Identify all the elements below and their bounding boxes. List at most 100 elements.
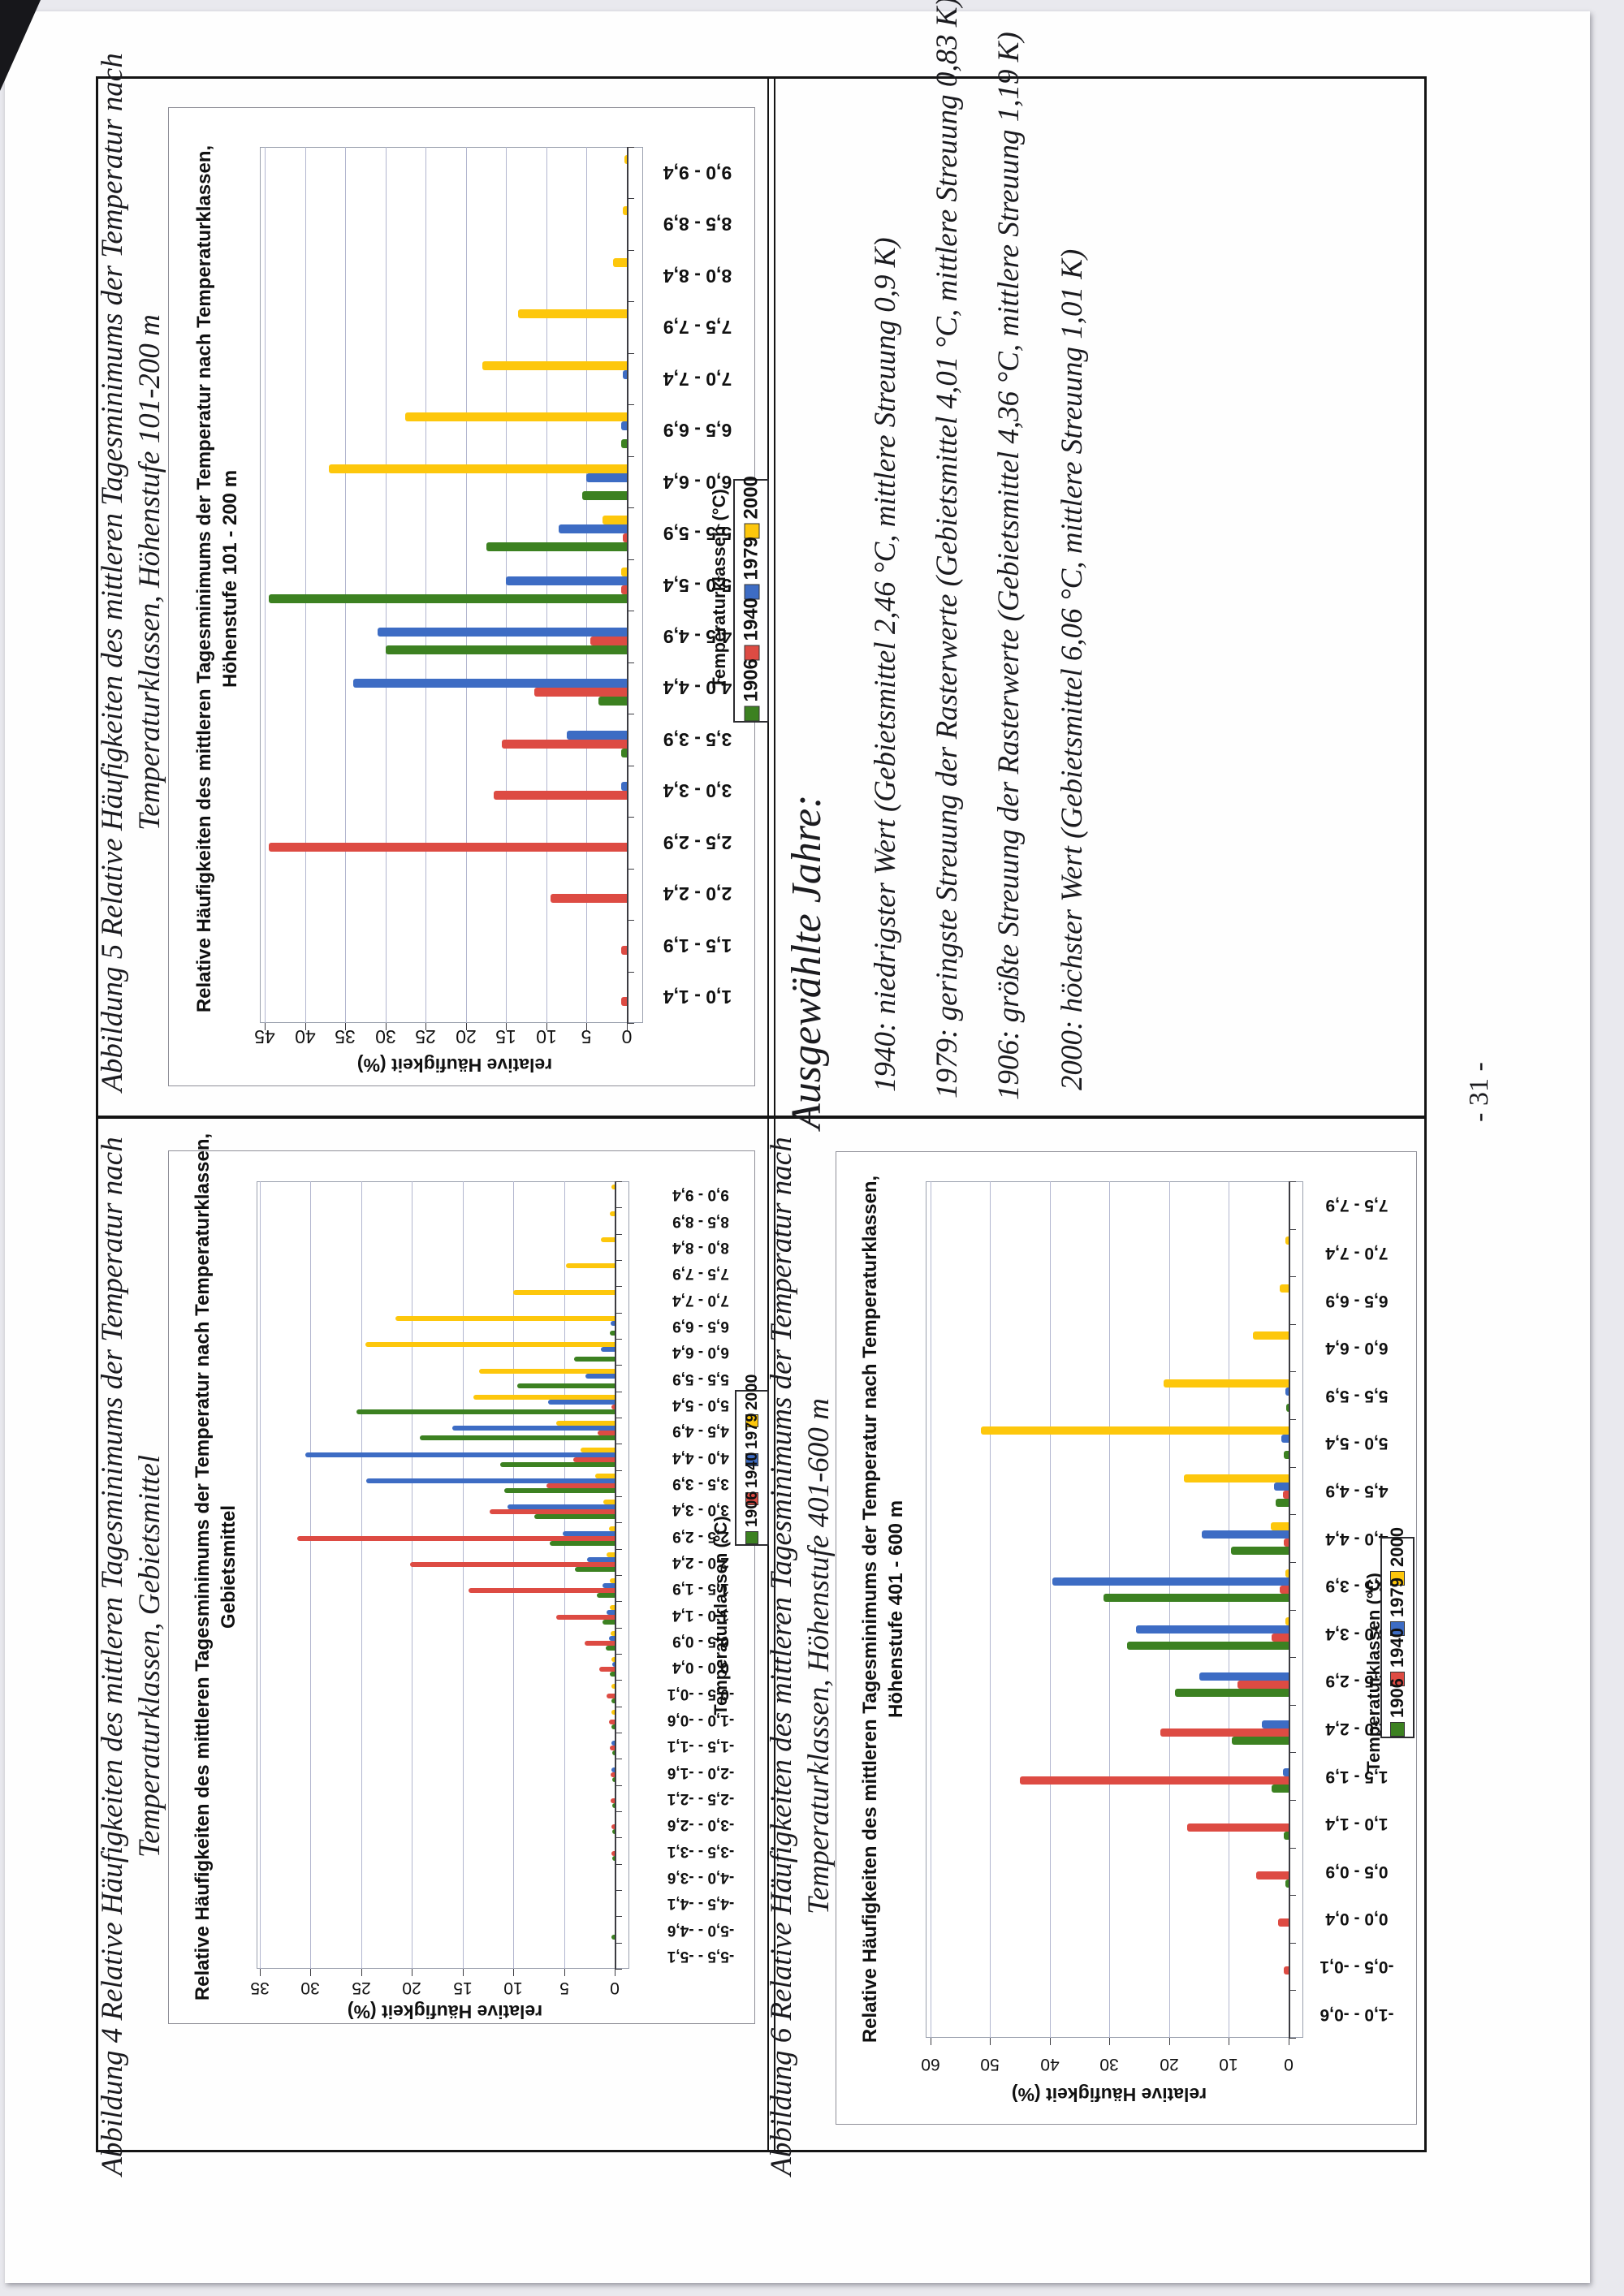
category-label: -1,0 - -0,6: [1320, 2005, 1394, 2024]
bar-2000: [473, 1395, 615, 1400]
bar-1979: [507, 1504, 615, 1509]
category-label: 5,5 - 5,9: [1325, 1386, 1389, 1405]
bar-1906: [503, 1488, 615, 1493]
gridline: [1169, 1181, 1170, 2038]
value-axis-line: [1289, 1181, 1290, 2038]
category-tick-mark: [615, 1260, 622, 1261]
value-axis-title: relative Häufigkeit (%): [347, 2001, 543, 2023]
category-label: 0,0 - 0,4: [1325, 1910, 1389, 1929]
bar-1906: [1285, 1880, 1289, 1888]
value-tick-label: 50: [980, 2055, 1000, 2074]
category-tick-mark: [627, 817, 634, 818]
bar-1940: [534, 688, 627, 697]
category-tick-mark: [627, 507, 634, 508]
text-block-line-2000: 2000: höchster Wert (Gebietsmittel 6,06 …: [1055, 248, 1089, 1090]
bar-2000: [1184, 1474, 1289, 1482]
category-tick-mark: [1289, 1562, 1296, 1563]
bar-2000: [518, 309, 627, 318]
bar-2000: [623, 206, 627, 215]
value-tick-label: 40: [1040, 2055, 1060, 2074]
legend: [735, 1390, 769, 1546]
category-label: 6,0 - 6,4: [672, 1344, 729, 1362]
category-label: 3,5 - 3,9: [663, 729, 732, 751]
bar-2000: [580, 1448, 615, 1452]
value-axis-title: relative Häufigkeit (%): [1011, 2084, 1207, 2106]
category-label: -5,5 - -5,1: [667, 1947, 735, 1965]
category-label: 9,0 - 9,4: [672, 1186, 729, 1204]
gridline: [463, 1181, 464, 1969]
category-label: 1,0 - 1,4: [1325, 1815, 1389, 1834]
category-tick-mark: [1289, 1181, 1296, 1182]
category-tick-mark: [1289, 1514, 1296, 1515]
category-tick-mark: [615, 1365, 622, 1366]
category-tick-mark: [627, 559, 634, 560]
category-label: 1,5 - 1,9: [1325, 1767, 1389, 1786]
bar-1940: [1255, 1871, 1289, 1880]
bar-1906: [1232, 1737, 1289, 1745]
category-label: 1,5 - 1,9: [672, 1580, 729, 1598]
bar-1906: [1284, 1451, 1289, 1459]
category-label: 8,5 - 8,9: [672, 1212, 729, 1230]
category-label: 0,5 - 0,9: [1325, 1862, 1389, 1881]
bar-2000: [603, 516, 627, 524]
bar-2000: [1270, 1522, 1289, 1530]
category-label: 7,0 - 7,4: [1325, 1243, 1389, 1262]
scan-corner-shadow: [0, 0, 41, 91]
bar-1979: [305, 1452, 615, 1457]
bar-1979: [377, 628, 627, 637]
chart-subtitle: Höhenstufe 401 - 600 m: [885, 1500, 907, 1719]
category-tick-mark: [627, 920, 634, 921]
value-tick-mark: [1050, 2038, 1051, 2045]
bar-1906: [1275, 1499, 1289, 1507]
horizontal-divider-line: [96, 1116, 1427, 1119]
bar-1979: [506, 576, 627, 585]
bar-1940: [555, 1615, 615, 1620]
bar-1979: [1281, 1435, 1289, 1443]
bar-1940: [268, 843, 627, 852]
bar-1940: [621, 585, 627, 594]
gridline: [305, 147, 306, 1023]
category-tick-mark: [615, 1549, 622, 1550]
legend-entry-1906: 1906: [736, 658, 767, 721]
category-label: 6,0 - 6,4: [1325, 1339, 1389, 1358]
legend-label-2000: 2000: [740, 475, 762, 519]
value-tick-mark: [265, 1023, 266, 1030]
category-tick-mark: [615, 1890, 622, 1891]
legend-label-1979: 1979: [1387, 1577, 1407, 1617]
category-label: 0,0 - 0,4: [672, 1659, 729, 1677]
value-tick-label: 5: [559, 1979, 569, 1997]
value-tick-mark: [260, 1969, 261, 1976]
category-tick-mark: [615, 1628, 622, 1629]
bar-1906: [609, 1331, 615, 1336]
bar-1906: [612, 1856, 615, 1861]
category-label: 7,0 - 7,4: [663, 369, 732, 391]
value-tick-label: 35: [250, 1979, 270, 1997]
legend-swatch-1906: [743, 706, 759, 721]
category-label: 7,5 - 7,9: [1325, 1196, 1389, 1215]
bar-1940: [409, 1562, 615, 1567]
category-tick-mark: [1289, 1419, 1296, 1420]
value-tick-mark: [466, 1023, 467, 1030]
gridline: [1050, 1181, 1051, 2038]
legend-label-1979: 1979: [740, 536, 762, 580]
gridline: [564, 1181, 565, 1969]
category-tick-mark: [615, 1811, 622, 1812]
category-label: 8,0 - 8,4: [663, 265, 732, 287]
bar-2000: [482, 361, 627, 370]
value-tick-label: 20: [402, 1979, 421, 1997]
bar-1940: [597, 1431, 615, 1435]
category-tick-mark: [627, 972, 634, 973]
bar-1979: [452, 1426, 615, 1431]
bar-1940: [572, 1457, 615, 1462]
value-tick-mark: [627, 1023, 628, 1030]
bar-1979: [600, 1347, 615, 1352]
bar-1906: [575, 1567, 615, 1572]
category-tick-mark: [627, 456, 634, 457]
bar-2000: [609, 1211, 615, 1216]
category-tick-mark: [627, 1023, 634, 1024]
bar-1906: [486, 542, 627, 551]
bar-2000: [611, 1185, 615, 1189]
category-tick-mark: [615, 1496, 622, 1497]
bar-1979: [1052, 1577, 1289, 1586]
bar-1940: [1282, 1491, 1289, 1499]
